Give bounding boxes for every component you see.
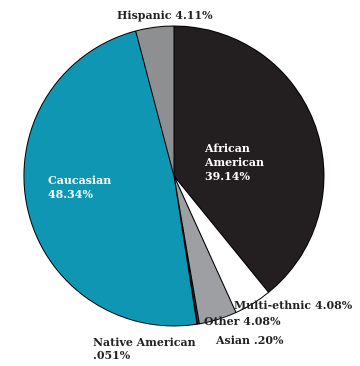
slice-label-native-american: Native American .051% bbox=[93, 336, 196, 362]
pie-slices bbox=[23, 25, 325, 327]
pie-slice-african bbox=[173, 25, 325, 294]
slice-label-caucasian: Caucasian 48.34% bbox=[48, 174, 111, 201]
slice-label-african: African American 39.14% bbox=[204, 142, 264, 183]
pie-slice-hispanic-4-11 bbox=[135, 25, 175, 177]
slice-label-multi-ethnic-4-08: Multi-ethnic 4.08% bbox=[234, 299, 353, 312]
slice-label-other-4-08: Other 4.08% bbox=[204, 315, 281, 328]
slice-label-asian-20: Asian .20% bbox=[215, 334, 284, 347]
pie-labels: African American 39.14% Multi-ethnic 4.08% O… bbox=[48, 9, 353, 362]
pie-slice-caucasian bbox=[23, 30, 198, 327]
slice-label-hispanic-4-11: Hispanic 4.11% bbox=[117, 9, 213, 22]
